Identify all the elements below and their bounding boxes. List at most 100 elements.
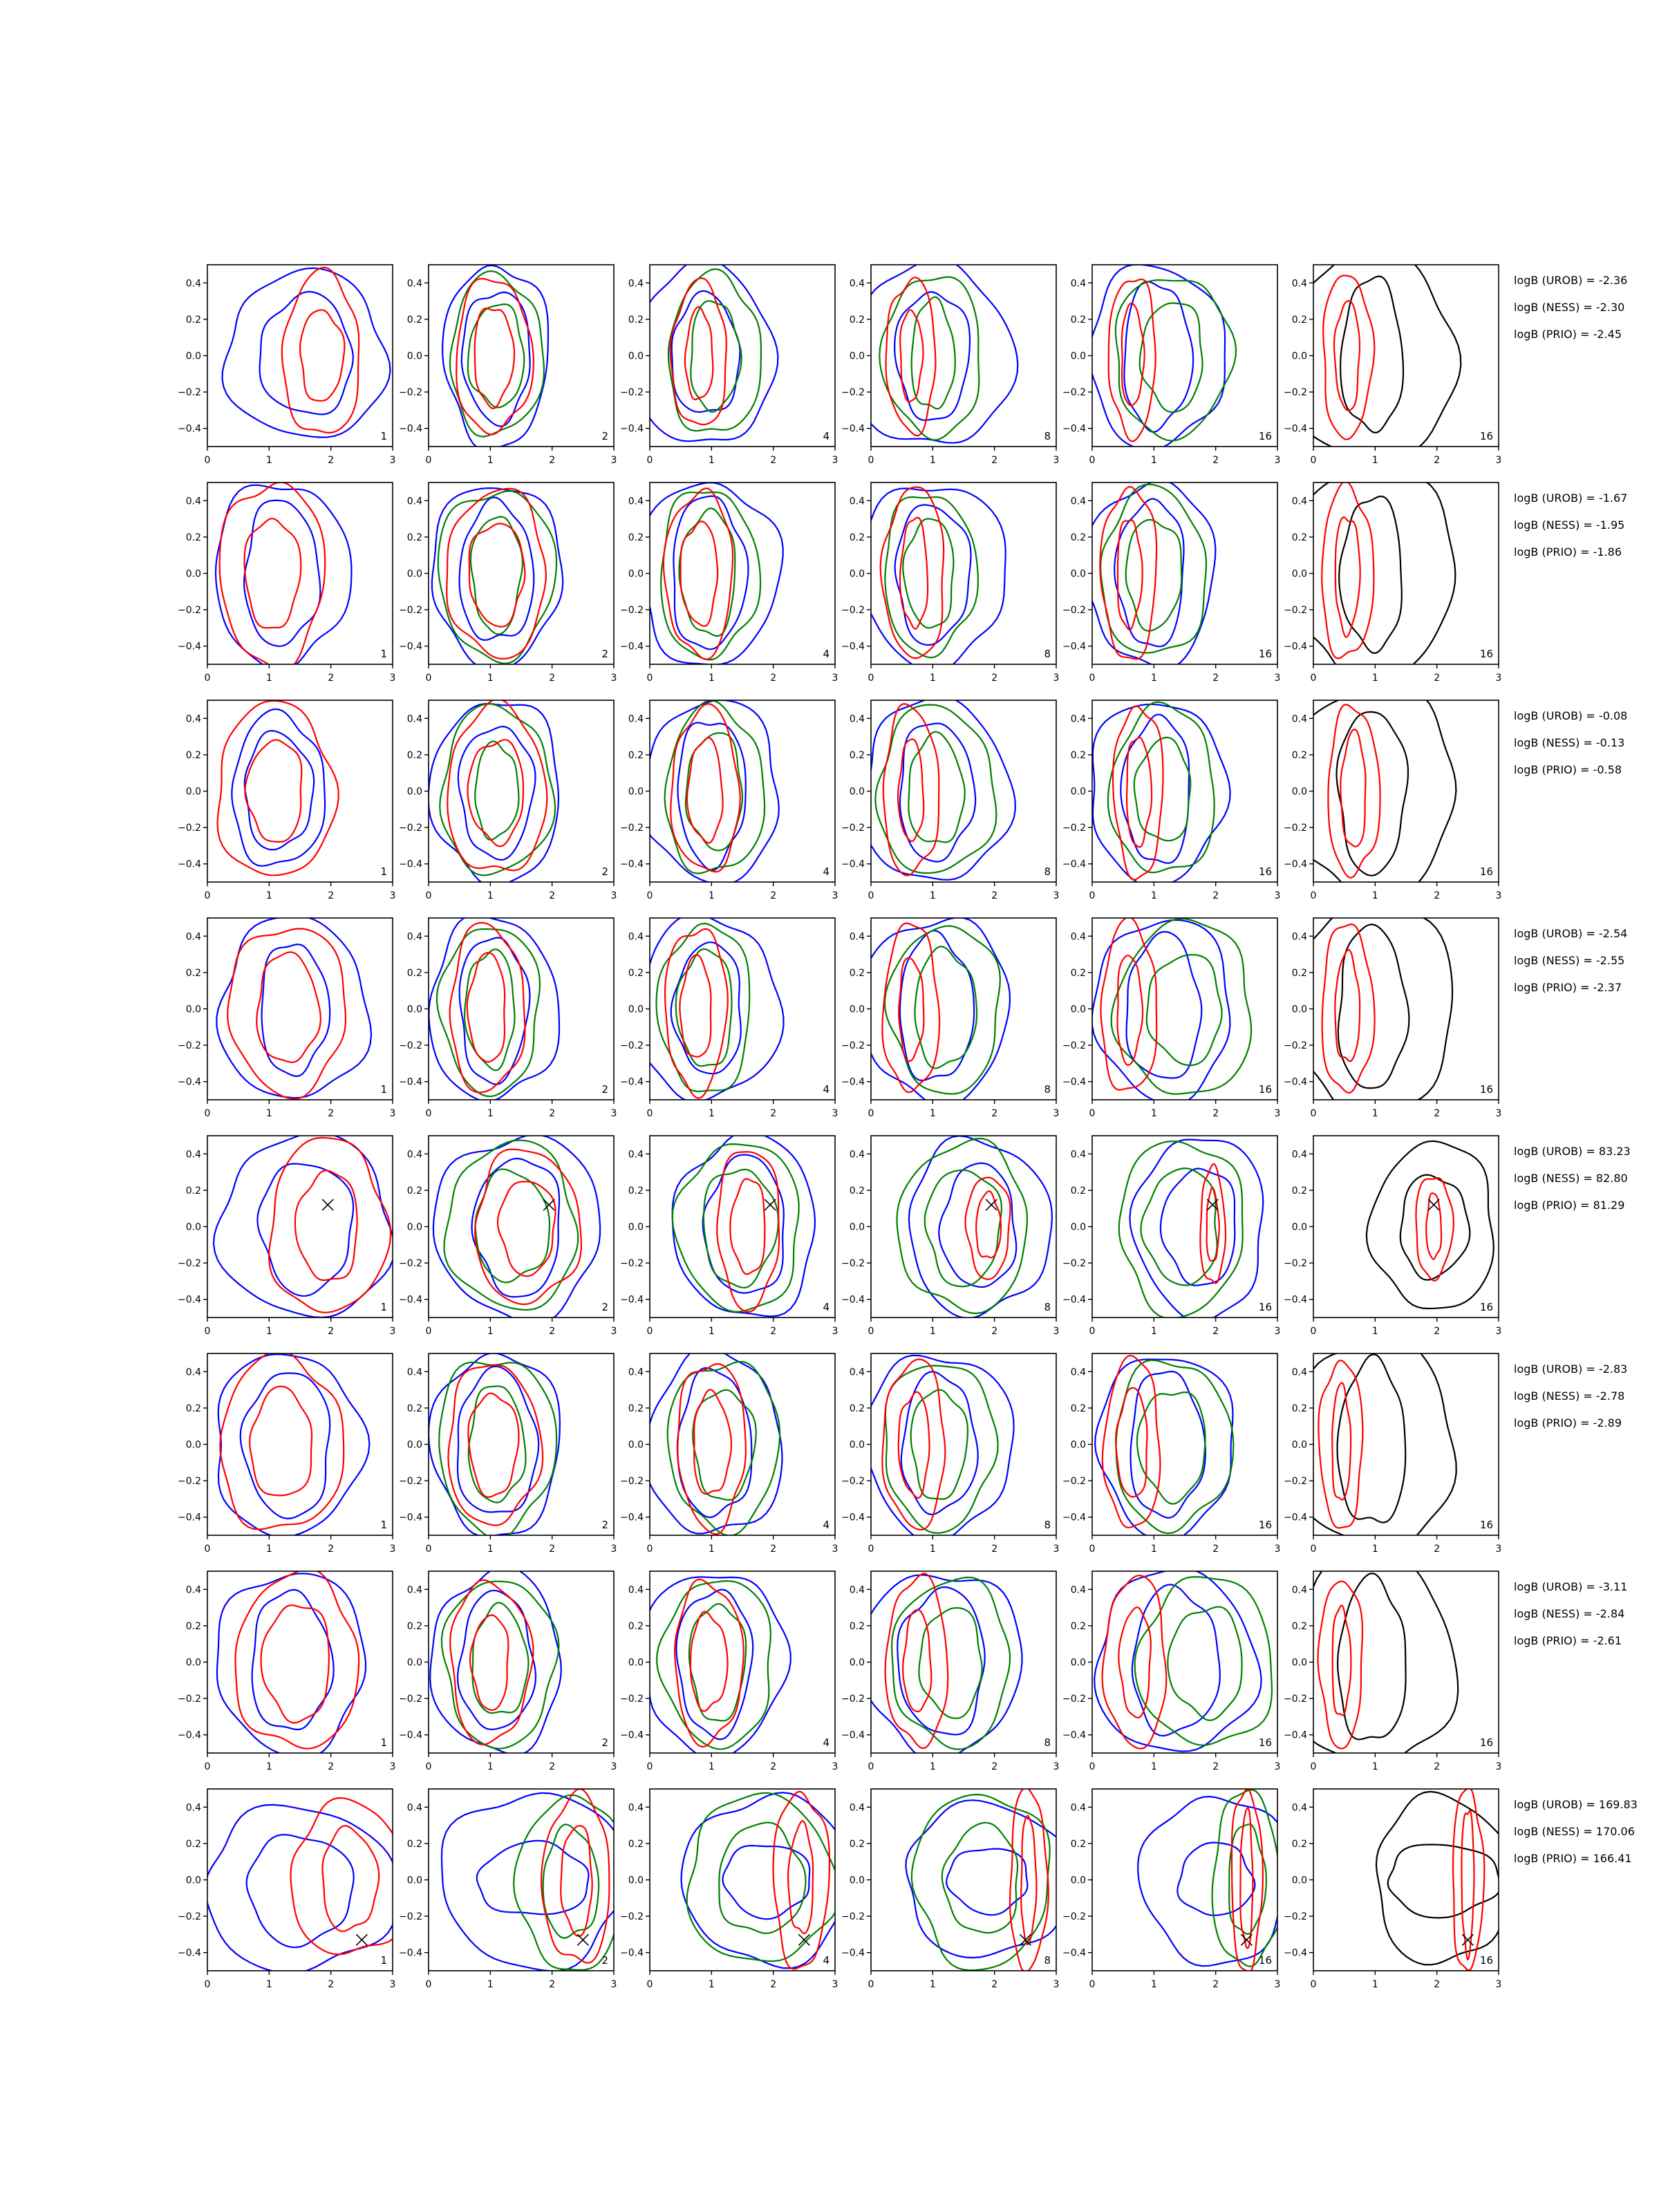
red-contour-1 <box>772 1790 831 1970</box>
y-tick-label: −0.2 <box>178 1258 201 1269</box>
y-tick-label: 0.0 <box>1071 351 1086 362</box>
contour-group <box>1313 700 1457 882</box>
x-tick-label: 2 <box>1212 1761 1219 1772</box>
red-contour-2 <box>256 951 322 1063</box>
x-tick-label: 2 <box>1212 1326 1219 1337</box>
x-tick-label: 1 <box>1372 1544 1378 1555</box>
red-contour-1 <box>1317 1580 1364 1750</box>
panel-r6-c2: 0.4 0.2 0.0 −0.2 −0.4 0 1 2 3 2 <box>399 1353 617 1555</box>
y-tick-label: 0.2 <box>186 315 201 326</box>
panel-r4-c5: 0.4 0.2 0.0 −0.2 −0.4 0 1 2 3 16 <box>1062 917 1280 1119</box>
green-contour-1 <box>443 1139 579 1311</box>
y-tick-label: 0.2 <box>407 1185 422 1197</box>
panel-r7-c4: 0.4 0.2 0.0 −0.2 −0.4 0 1 2 3 8 <box>841 1571 1059 1772</box>
panel-r3-c4: 0.4 0.2 0.0 −0.2 −0.4 0 1 2 3 8 <box>841 700 1059 901</box>
x-tick-label: 0 <box>205 1326 211 1337</box>
red-contour-2 <box>321 1825 380 1933</box>
y-tick-label: −0.2 <box>1062 823 1086 834</box>
blue-contour-2 <box>722 1844 811 1920</box>
y-tick-label: −0.4 <box>399 641 422 653</box>
y-tick-label: −0.4 <box>841 1512 865 1524</box>
blue-contour-1 <box>429 1571 562 1753</box>
y-tick-label: −0.2 <box>178 823 201 834</box>
contour-group <box>212 1136 393 1318</box>
y-tick-label: −0.4 <box>399 1077 422 1088</box>
red-contour-1 <box>716 1151 780 1313</box>
panel-label: 4 <box>823 1301 830 1313</box>
x-tick-label: 0 <box>1089 673 1096 684</box>
blue-contour-2 <box>1114 498 1185 648</box>
panel-r8-c3: 0.4 0.2 0.0 −0.2 −0.4 0 1 2 3 4 <box>620 1788 838 1990</box>
y-tick-label: −0.4 <box>1284 1948 1307 1959</box>
x-tick-label: 3 <box>390 673 396 684</box>
y-tick-label: −0.4 <box>620 424 644 435</box>
red-contour-2 <box>1116 955 1144 1067</box>
y-tick-label: −0.4 <box>178 1948 201 1959</box>
panel-r2-c2: 0.4 0.2 0.0 −0.2 −0.4 0 1 2 3 2 <box>399 482 617 684</box>
logb-stat-1: logB (UROB) = 169.83 <box>1514 1798 1638 1811</box>
contour-group <box>1092 265 1237 447</box>
y-tick-label: 0.0 <box>1292 787 1307 798</box>
logb-stat-1: logB (UROB) = -1.67 <box>1514 491 1627 505</box>
green-contour-2 <box>1138 302 1203 413</box>
x-tick-label: 3 <box>390 1544 396 1555</box>
panel-label: 16 <box>1480 1083 1493 1096</box>
logb-stat-2: logB (NESS) = -2.55 <box>1514 954 1624 967</box>
panel-label: 2 <box>601 1954 608 1967</box>
x-tick-label: 1 <box>1151 673 1157 684</box>
panel-r7-c1: 0.4 0.2 0.0 −0.2 −0.4 0 1 2 3 1 <box>178 1571 395 1772</box>
green-contour-1 <box>671 1143 800 1313</box>
contour-group <box>1313 918 1454 1100</box>
logb-stat-1: logB (UROB) = -2.83 <box>1514 1362 1627 1376</box>
y-tick-label: 0.0 <box>850 1004 865 1015</box>
x-tick-label: 0 <box>868 1544 874 1555</box>
panel-label: 16 <box>1259 648 1272 660</box>
y-tick-label: 0.4 <box>628 1802 644 1813</box>
panel-r8-c6: 0.4 0.2 0.0 −0.2 −0.4 0 1 2 3 16 <box>1284 1788 1501 1990</box>
blue-contour-1 <box>214 484 353 664</box>
y-tick-label: 0.4 <box>628 278 644 289</box>
y-tick-label: 0.4 <box>1071 1149 1086 1160</box>
x-tick-label: 1 <box>487 455 494 466</box>
y-tick-label: 0.4 <box>628 1367 644 1378</box>
panel-label: 1 <box>380 648 387 660</box>
y-tick-label: 0.0 <box>1071 1004 1086 1015</box>
x-tick-label: 2 <box>991 1326 997 1337</box>
y-tick-label: 0.2 <box>407 1403 422 1414</box>
x-tick-label: 0 <box>1311 1761 1317 1772</box>
y-tick-label: 0.0 <box>1292 1658 1307 1669</box>
y-tick-label: −0.4 <box>399 1730 422 1741</box>
x-tick-label: 2 <box>1434 890 1440 901</box>
black-contour-1 <box>1338 495 1403 655</box>
chart-row-2: 0.40.20.0−0.2−0.40 1 2 310.40.20.0−0.2−0.40… <box>178 482 1627 684</box>
y-tick-label: 0.4 <box>850 1367 865 1378</box>
red-contour-1 <box>449 1579 534 1746</box>
panel-r5-c5: 0.4 0.2 0.0 −0.2 −0.4 0 1 2 3 16 <box>1062 1135 1280 1337</box>
y-tick-label: 0.4 <box>407 713 422 724</box>
red-contour-2 <box>1425 1192 1443 1260</box>
x-tick-label: 3 <box>611 1326 617 1337</box>
panel-r1-c2: 0.4 0.2 0.0 −0.2 −0.4 0 1 2 3 2 <box>399 264 617 466</box>
panel-label: 16 <box>1259 1301 1272 1313</box>
panel-label: 4 <box>823 865 830 878</box>
truth-marker <box>543 1199 555 1211</box>
y-tick-label: −0.2 <box>178 1911 201 1922</box>
x-tick-label: 2 <box>328 1326 334 1337</box>
x-tick-label: 0 <box>426 890 432 901</box>
x-tick-label: 2 <box>991 1979 997 1990</box>
x-tick-label: 0 <box>1311 673 1317 684</box>
x-tick-label: 0 <box>647 1326 653 1337</box>
panel-r1-c6: 0.4 0.2 0.0 −0.2 −0.4 0 1 2 3 16 <box>1284 264 1501 466</box>
y-tick-label: 0.0 <box>850 569 865 580</box>
x-tick-label: 3 <box>1053 1108 1060 1119</box>
x-tick-label: 3 <box>1275 455 1281 466</box>
y-tick-label: 0.4 <box>1071 496 1086 507</box>
logb-stat-2: logB (NESS) = -0.13 <box>1514 736 1624 749</box>
y-tick-label: 0.2 <box>628 315 644 326</box>
red-contour-1 <box>674 1578 744 1748</box>
blue-contour-2 <box>251 1588 335 1731</box>
blue-contour-1 <box>650 265 779 442</box>
x-tick-label: 1 <box>1151 1979 1157 1990</box>
y-tick-label: −0.4 <box>178 1077 201 1088</box>
y-tick-label: 0.4 <box>186 931 201 942</box>
